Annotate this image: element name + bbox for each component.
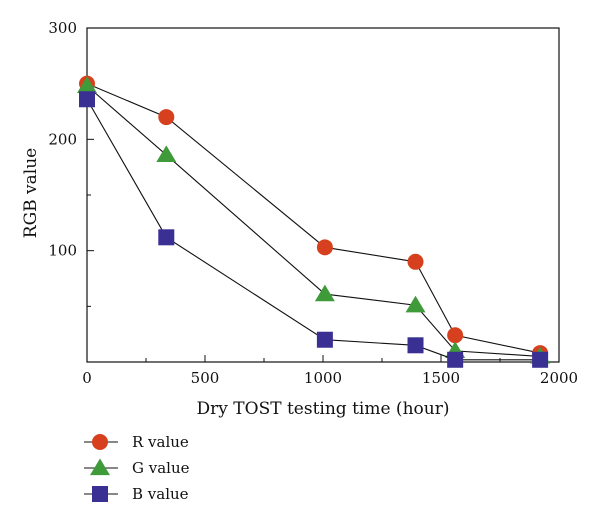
legend-marker-b-value	[92, 486, 108, 502]
x-axis-label: Dry TOST testing time (hour)	[197, 399, 450, 419]
y-axis-label: RGB value	[21, 148, 41, 238]
data-point-b-value	[407, 337, 424, 354]
data-point-g-value	[314, 284, 335, 302]
legend-label-r-value: R value	[132, 433, 189, 451]
legend-item-r-value: R value	[84, 433, 189, 451]
data-point-r-value	[158, 109, 175, 126]
axes-layer: 0 500 1000 1500 2000 100 200 300	[48, 19, 578, 387]
data-point-g-value	[77, 76, 97, 94]
data-point-r-value	[447, 327, 464, 344]
series-r-value	[79, 75, 549, 362]
data-point-r-value	[316, 239, 333, 256]
data-point-g-value	[156, 145, 177, 163]
y-tick-label: 200	[48, 130, 77, 148]
legend-item-b-value: B value	[84, 485, 189, 503]
legend-marker-g-value	[90, 458, 110, 476]
legend: R value G value B value	[84, 433, 190, 503]
series-b-value	[79, 91, 549, 368]
data-point-b-value	[532, 351, 549, 368]
data-point-b-value	[158, 229, 175, 246]
x-tick-label: 500	[191, 369, 220, 387]
y-tick-label: 100	[48, 242, 77, 260]
series-line-r-value	[86, 83, 541, 354]
legend-label-g-value: G value	[132, 459, 190, 477]
data-point-r-value	[407, 253, 424, 270]
series-g-value	[77, 76, 551, 364]
x-tick-label: 0	[82, 369, 92, 387]
data-point-b-value	[447, 351, 464, 368]
x-tick-label: 1500	[422, 369, 460, 387]
x-tick-label: 2000	[540, 369, 578, 387]
series-line-g-value	[86, 85, 541, 357]
series-line-b-value	[86, 98, 541, 361]
y-tick-label: 300	[48, 19, 77, 37]
data-point-b-value	[79, 91, 95, 108]
series-layer	[77, 75, 551, 368]
legend-label-b-value: B value	[132, 485, 189, 503]
data-point-g-value	[405, 295, 426, 313]
legend-item-g-value: G value	[84, 458, 190, 477]
legend-marker-r-value	[92, 434, 108, 450]
data-point-b-value	[316, 331, 333, 348]
plot-frame	[86, 27, 560, 363]
x-tick-label: 1000	[304, 369, 342, 387]
